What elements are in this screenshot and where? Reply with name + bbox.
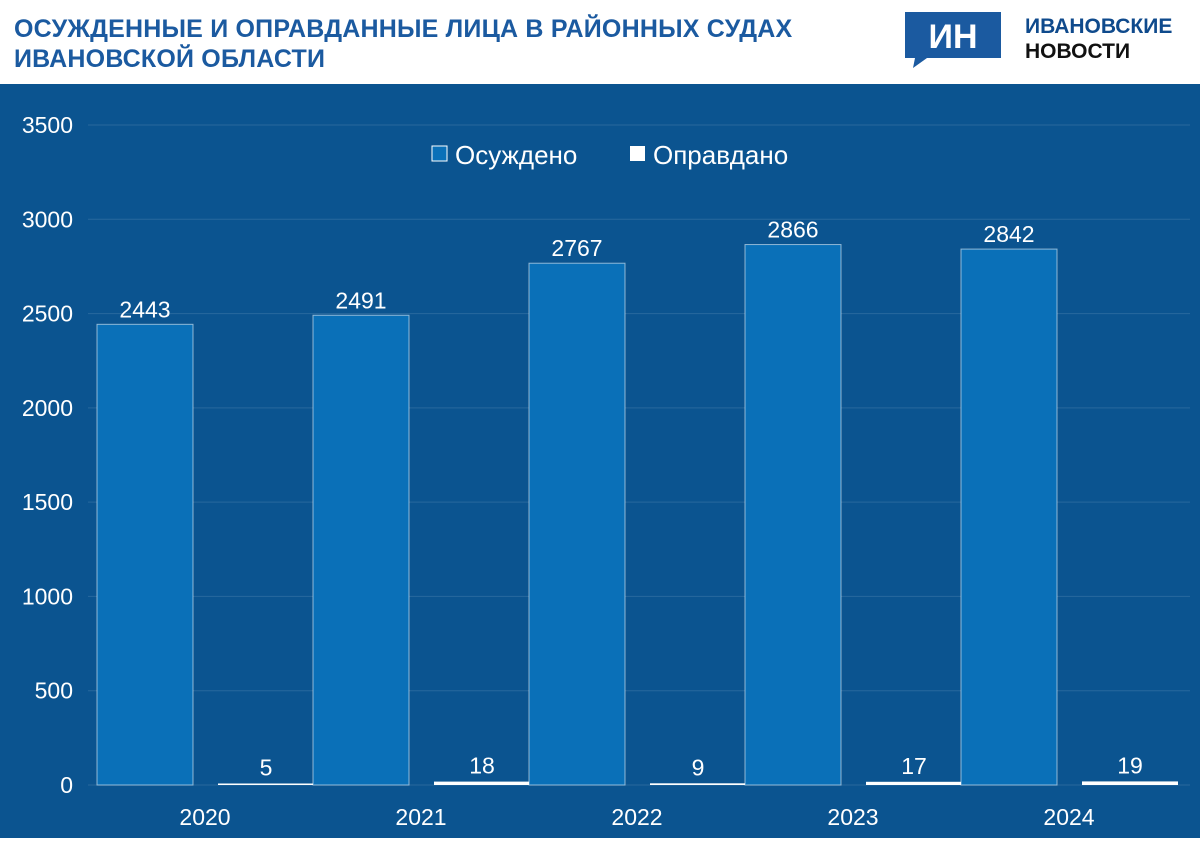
legend: Осуждено Оправдано: [431, 140, 788, 170]
logo-icon: ИН: [905, 12, 1001, 68]
data-label-acquitted: 17: [901, 753, 927, 779]
x-tick-label: 2024: [1043, 804, 1094, 830]
x-tick-label: 2023: [827, 804, 878, 830]
x-tick-label: 2022: [611, 804, 662, 830]
x-tick-label: 2021: [395, 804, 446, 830]
y-tick-label: 1000: [22, 583, 73, 609]
bar-convicted: [96, 323, 194, 786]
data-label-acquitted: 19: [1117, 752, 1143, 778]
legend-label-convicted: Осуждено: [455, 140, 577, 170]
bar-chart: 0 500 1000 1500 2000 2500 3000 3500 2443 5 2491 18…: [22, 112, 1190, 830]
logo-text: ИВАНОВСКИЕ НОВОСТИ: [1025, 14, 1195, 64]
bar-acquitted: [434, 781, 530, 785]
y-tick-label: 0: [60, 772, 73, 798]
x-axis-ticks: 2020 2021 2022 2023 2024: [179, 804, 1094, 830]
data-label-convicted: 2842: [983, 221, 1034, 247]
y-tick-label: 3500: [22, 112, 73, 138]
data-label-convicted: 2866: [767, 217, 818, 243]
bar-convicted: [528, 262, 626, 786]
data-labels: 2443 5 2491 18 2767 9 2866 17 2842 19: [119, 217, 1142, 781]
legend-label-acquitted: Оправдано: [653, 140, 788, 170]
bar-convicted: [744, 244, 842, 786]
bar-acquitted: [1082, 781, 1178, 785]
data-label-acquitted: 18: [469, 753, 495, 779]
data-label-convicted: 2491: [335, 287, 386, 313]
y-tick-label: 3000: [22, 206, 73, 232]
bar-convicted: [960, 248, 1058, 786]
x-tick-label: 2020: [179, 804, 230, 830]
chart-area: 0 500 1000 1500 2000 2500 3000 3500 2443 5 2491 18…: [0, 84, 1200, 838]
bar-acquitted: [866, 781, 962, 785]
grid-lines: [88, 124, 1190, 786]
data-label-acquitted: 5: [260, 755, 273, 781]
logo-mark-text: ИН: [929, 18, 978, 56]
data-label-acquitted: 9: [692, 754, 705, 780]
data-label-convicted: 2443: [119, 296, 170, 322]
bar-acquitted: [218, 783, 314, 785]
data-label-convicted: 2767: [551, 235, 602, 261]
bar-acquitted: [650, 783, 746, 785]
y-axis-ticks: 0 500 1000 1500 2000 2500 3000 3500: [22, 112, 73, 798]
chart-title: ОСУЖДЕННЫЕ И ОПРАВДАННЫЕ ЛИЦА В РАЙОННЫХ…: [14, 15, 793, 73]
y-tick-label: 1500: [22, 489, 73, 515]
y-tick-label: 2000: [22, 395, 73, 421]
legend-swatch-acquitted: [630, 146, 645, 161]
logo-line-2: НОВОСТИ: [1025, 40, 1131, 63]
y-tick-label: 500: [35, 678, 73, 704]
bars: [96, 244, 1178, 786]
bar-convicted: [312, 314, 410, 786]
header: ОСУЖДЕННЫЕ И ОПРАВДАННЫЕ ЛИЦА В РАЙОННЫХ…: [0, 0, 1200, 84]
legend-swatch-convicted: [431, 145, 448, 162]
logo-line-1: ИВАНОВСКИЕ: [1025, 15, 1173, 38]
y-tick-label: 2500: [22, 301, 73, 327]
